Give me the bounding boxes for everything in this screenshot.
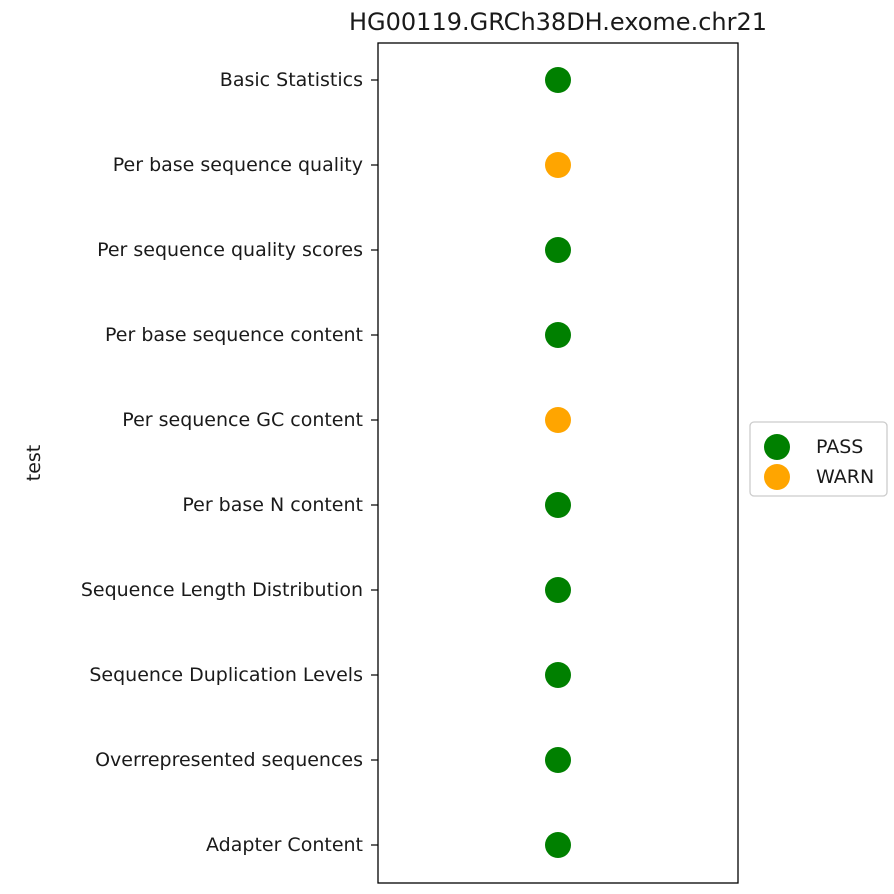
y-tick-label: Overrepresented sequences: [95, 749, 363, 771]
legend-marker-pass: [764, 434, 790, 460]
data-point-pass: [545, 67, 571, 93]
y-tick-label: Per base sequence quality: [113, 154, 363, 176]
y-tick-label: Sequence Duplication Levels: [89, 664, 363, 686]
data-point-pass: [545, 322, 571, 348]
y-tick-label: Adapter Content: [206, 834, 363, 856]
y-axis-label: test: [23, 445, 45, 482]
y-tick-label: Per base N content: [182, 494, 363, 516]
plot-frame: [377, 42, 739, 884]
data-point-pass: [545, 237, 571, 263]
legend: PASS WARN: [749, 421, 888, 497]
chart-title: HG00119.GRCh38DH.exome.chr21: [349, 8, 767, 36]
data-point-pass: [545, 492, 571, 518]
y-tick-label: Sequence Length Distribution: [81, 579, 363, 601]
y-tick-label: Per sequence GC content: [122, 409, 363, 431]
legend-label-warn: WARN: [816, 466, 874, 488]
data-point-pass: [545, 832, 571, 858]
y-tick-label: Per base sequence content: [105, 324, 363, 346]
data-point-pass: [545, 747, 571, 773]
data-point-pass: [545, 662, 571, 688]
data-point-warn: [545, 152, 571, 178]
legend-marker-warn: [764, 464, 790, 490]
data-points: [545, 67, 571, 858]
y-tick-label: Per sequence quality scores: [97, 239, 363, 261]
legend-label-pass: PASS: [816, 436, 863, 458]
data-point-pass: [545, 577, 571, 603]
y-axis: Basic Statistics Per base sequence qualit…: [81, 69, 378, 856]
data-point-warn: [545, 407, 571, 433]
y-tick-label: Basic Statistics: [220, 69, 363, 91]
